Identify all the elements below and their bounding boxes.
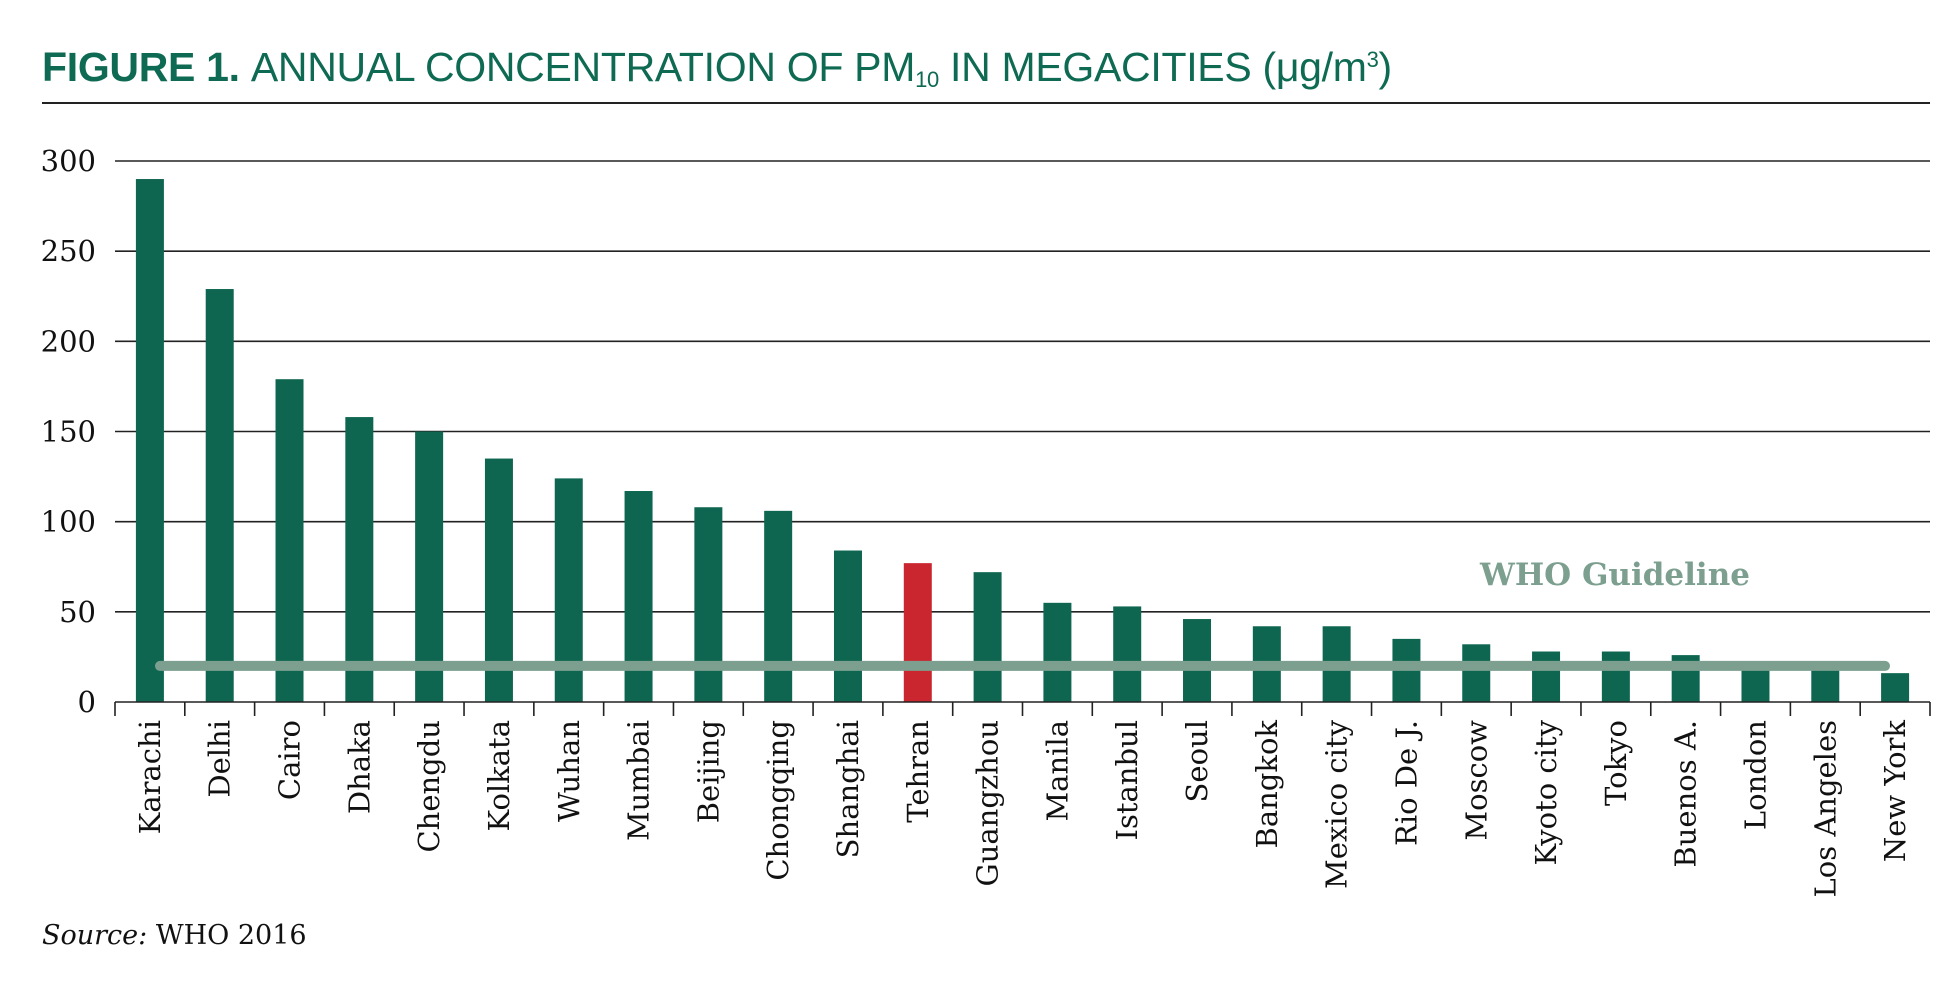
title-rule (42, 102, 1930, 104)
bar (1043, 602, 1072, 702)
figure-label: FIGURE 1. (42, 44, 240, 90)
y-tick-label: 300 (41, 144, 96, 178)
x-category-label: Tehran (901, 720, 935, 823)
source-text: WHO 2016 (147, 920, 307, 951)
gridlines (115, 160, 1930, 613)
x-category-label: Kyoto city (1529, 719, 1563, 865)
x-category-label: Rio De J. (1389, 720, 1423, 846)
bar (1881, 673, 1910, 702)
who-guideline: WHO Guideline (155, 557, 1890, 671)
x-category-label: Bangkok (1250, 720, 1284, 849)
bar (415, 431, 444, 702)
x-category-label: Manila (1040, 720, 1074, 822)
x-category-label: Delhi (203, 720, 237, 798)
y-tick-label: 200 (41, 324, 96, 358)
bar (1183, 619, 1212, 702)
y-tick-label: 150 (41, 415, 96, 449)
bar (1113, 606, 1142, 702)
x-category-label: Beijing (691, 720, 725, 823)
x-category-label: New York (1878, 720, 1912, 863)
x-axis-labels: Karachi Delhi Cairo Dhaka Chengdu Kolkata Wuha… (133, 719, 1912, 897)
unit-superscript: 3 (1366, 47, 1379, 72)
bar (205, 289, 234, 702)
x-category-label: Chengdu (412, 720, 446, 853)
x-category-label: Tokyo (1599, 720, 1633, 806)
bar (1601, 651, 1630, 702)
x-category-label: Kolkata (482, 720, 516, 831)
x-category-label: Wuhan (552, 720, 586, 822)
source-note: Source: WHO 2016 (42, 920, 307, 951)
title-text-end: ) (1378, 44, 1393, 90)
x-category-label: Guangzhou (971, 720, 1005, 886)
x-category-label: Chongqing (761, 720, 795, 881)
y-tick-label: 100 (41, 505, 96, 539)
bar (833, 550, 862, 702)
source-label: Source: (42, 920, 148, 951)
x-category-label: Moscow (1459, 720, 1493, 841)
x-category-label: Los Angeles (1808, 720, 1842, 897)
x-category-label: Seoul (1180, 720, 1214, 802)
x-category-label: Mexico city (1320, 719, 1354, 889)
x-category-label: Shanghai (831, 720, 865, 858)
who-guideline-label: WHO Guideline (1479, 557, 1750, 593)
y-axis-ticks: 0 50 100 150 200 250 300 (41, 144, 96, 719)
bar (764, 510, 793, 702)
title-text-after: IN MEGACITIES (μg/m (938, 44, 1367, 90)
figure-title-text: ANNUAL CONCENTRATION OF PM10 IN MEGACITI… (250, 44, 1393, 92)
bar (973, 572, 1002, 702)
bar (1462, 644, 1491, 702)
y-tick-label: 50 (59, 595, 96, 629)
bar (345, 417, 374, 702)
bar (275, 379, 304, 702)
title-text: ANNUAL CONCENTRATION OF PM (250, 44, 916, 90)
bar (1811, 665, 1840, 702)
x-category-label: Buenos A. (1669, 720, 1703, 868)
x-axis (114, 701, 1931, 716)
bars (135, 179, 1910, 703)
bar (1532, 651, 1561, 702)
figure-title: FIGURE 1. ANNUAL CONCENTRATION OF PM10 I… (42, 44, 1392, 92)
x-category-label: London (1738, 720, 1772, 830)
y-tick-label: 250 (41, 234, 96, 268)
x-category-label: Istanbul (1110, 720, 1144, 840)
x-category-label: Dhaka (342, 720, 376, 814)
pm-subscript: 10 (915, 67, 939, 92)
x-category-label: Karachi (133, 720, 167, 834)
x-category-label: Cairo (273, 720, 307, 800)
bar (694, 507, 723, 702)
bar (903, 563, 932, 702)
y-tick-label: 0 (78, 685, 96, 719)
bar (135, 179, 164, 703)
x-category-label: Mumbai (622, 720, 656, 841)
